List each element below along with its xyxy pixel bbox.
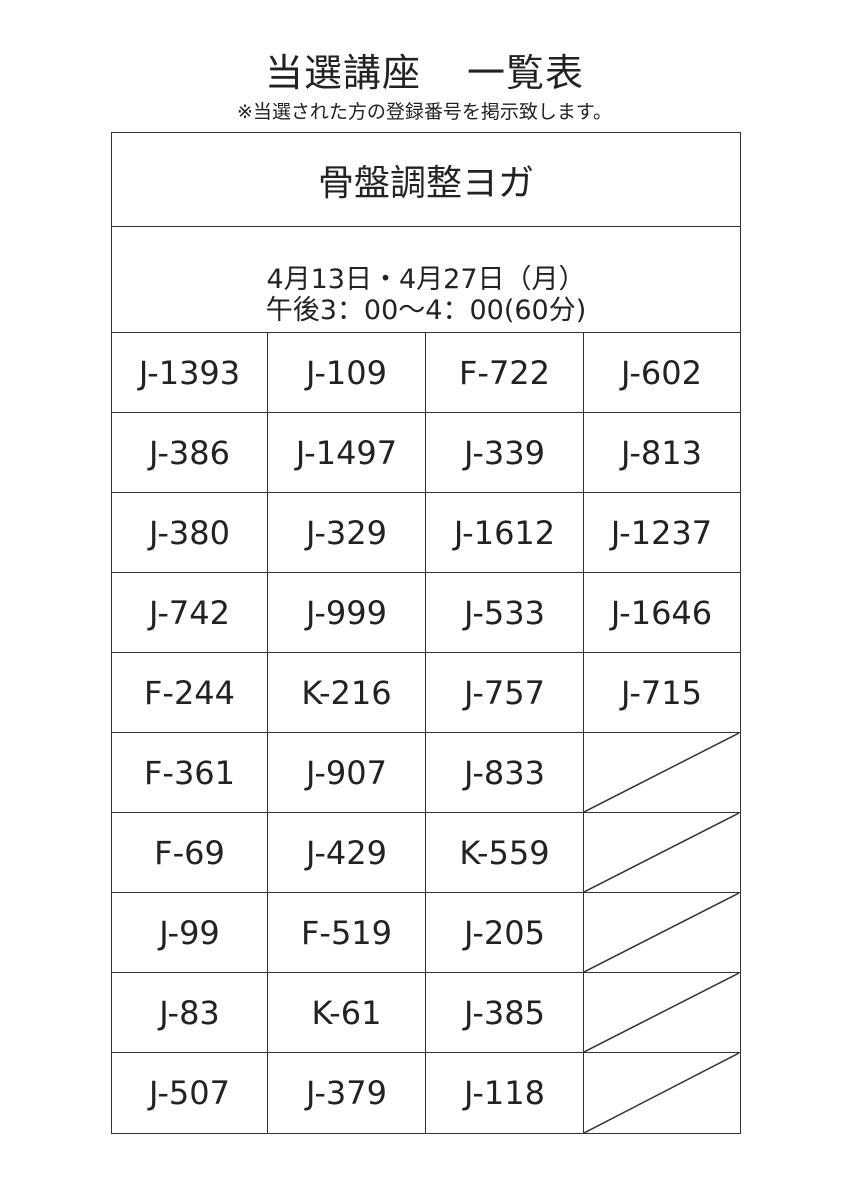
table-row: J-99 F-519 J-205 [112,893,740,973]
diagonal-strike [584,813,739,892]
registration-number: J-429 [268,813,426,892]
page-note: ※当選された方の登録番号を掲示致します。 [236,101,613,123]
table-row: J-380 J-329 J-1612 J-1237 [112,493,740,573]
registration-number: J-1237 [610,513,713,552]
registration-number: J-999 [268,573,426,652]
registration-number: J-1393 [112,333,268,412]
registration-number: J-386 [112,413,268,492]
registration-number: J-118 [426,1053,584,1133]
registration-number: J-813 [621,433,702,472]
registration-number: J-205 [426,893,584,972]
page-title: 当選講座 一覧表 [0,42,849,97]
registration-number: J-715 [621,673,702,712]
registration-number: J-833 [426,733,584,812]
diagonal-strike [584,893,739,972]
registration-number: J-339 [426,413,584,492]
table-row: J-742 J-999 J-533 J-1646 [112,573,740,653]
table-row: J-507 J-379 J-118 [112,1053,740,1133]
diagonal-strike [584,733,739,812]
course-schedule: 4月13日・4月27日（月） 午後3：00～4：00(60分) [112,227,740,333]
empty-cell [584,973,739,1052]
registration-number: J-533 [426,573,584,652]
table-row: F-69 J-429 K-559 [112,813,740,893]
registration-number: J-379 [268,1053,426,1133]
registration-number: J-742 [112,573,268,652]
registration-number: J-602 [621,353,702,392]
diagonal-strike [584,1053,739,1133]
registration-number: J-99 [112,893,268,972]
empty-cell [584,733,739,812]
winners-table: 骨盤調整ヨガ 4月13日・4月27日（月） 午後3：00～4：00(60分) J… [111,132,741,1134]
registration-number: J-507 [112,1053,268,1133]
registration-number: J-757 [426,653,584,732]
table-row: J-1393 J-109 F-722 J-602 [112,333,740,413]
course-dates: 4月13日・4月27日（月） [266,264,586,295]
registration-number: J-1646 [610,593,713,632]
registration-number: J-1497 [268,413,426,492]
winner-rows: J-1393 J-109 F-722 J-602 J-386 J-1497 J-339 J-8… [112,333,740,1133]
registration-number: K-559 [426,813,584,892]
registration-number: J-83 [112,973,268,1052]
course-time: 午後3：00～4：00(60分) [265,295,587,326]
table-row: F-244 K-216 J-757 J-715 [112,653,740,733]
course-name: 骨盤調整ヨガ [112,133,740,227]
registration-number: F-361 [112,733,268,812]
table-row: J-386 J-1497 J-339 J-813 [112,413,740,493]
title-main: 当選講座 [264,51,421,95]
diagonal-strike [584,973,739,1052]
table-row: F-361 J-907 J-833 [112,733,740,813]
registration-number: K-216 [268,653,426,732]
registration-number: J-329 [268,493,426,572]
registration-number: F-244 [112,653,268,732]
registration-number: J-907 [268,733,426,812]
empty-cell [584,1053,739,1133]
title-sub: 一覧表 [467,51,585,95]
registration-number: J-385 [426,973,584,1052]
registration-number: F-519 [268,893,426,972]
empty-cell [584,813,739,892]
empty-cell [584,893,739,972]
registration-number: J-380 [112,493,268,572]
registration-number: J-1612 [426,493,584,572]
registration-number: F-722 [426,333,584,412]
registration-number: K-61 [268,973,426,1052]
registration-number: J-109 [268,333,426,412]
table-row: J-83 K-61 J-385 [112,973,740,1053]
registration-number: F-69 [112,813,268,892]
